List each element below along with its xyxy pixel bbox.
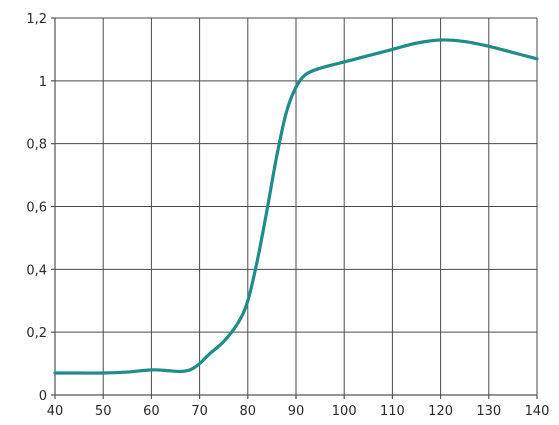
y-tick-label: 0,4 [26,263,47,278]
y-tick-label: 0,6 [26,201,47,216]
x-tick-label: 40 [47,404,64,419]
x-tick-label: 80 [240,404,257,419]
x-tick-label: 50 [95,404,112,419]
y-tick-label: 0,8 [26,138,47,153]
y-tick-label: 0 [39,389,47,404]
axes [51,17,538,399]
x-tick-label: 130 [476,404,501,419]
x-tick-label: 60 [143,404,160,419]
y-tick-label: 0,2 [26,326,47,341]
x-tick-label: 100 [332,404,357,419]
series-line-0 [53,38,539,375]
series [53,38,539,375]
y-tick-label: 1 [39,75,47,90]
y-tick-label: 1,2 [26,12,47,27]
x-tick-label: 140 [525,404,550,419]
tick-labels: 40 50 60 70 80 90 100 110 120 130 140 0 0,2 0,4 0,6 0,8… [26,12,549,419]
x-tick-label: 120 [428,404,453,419]
x-tick-label: 90 [288,404,305,419]
x-tick-label: 70 [191,404,208,419]
grid [54,17,538,396]
x-tick-label: 110 [380,404,405,419]
